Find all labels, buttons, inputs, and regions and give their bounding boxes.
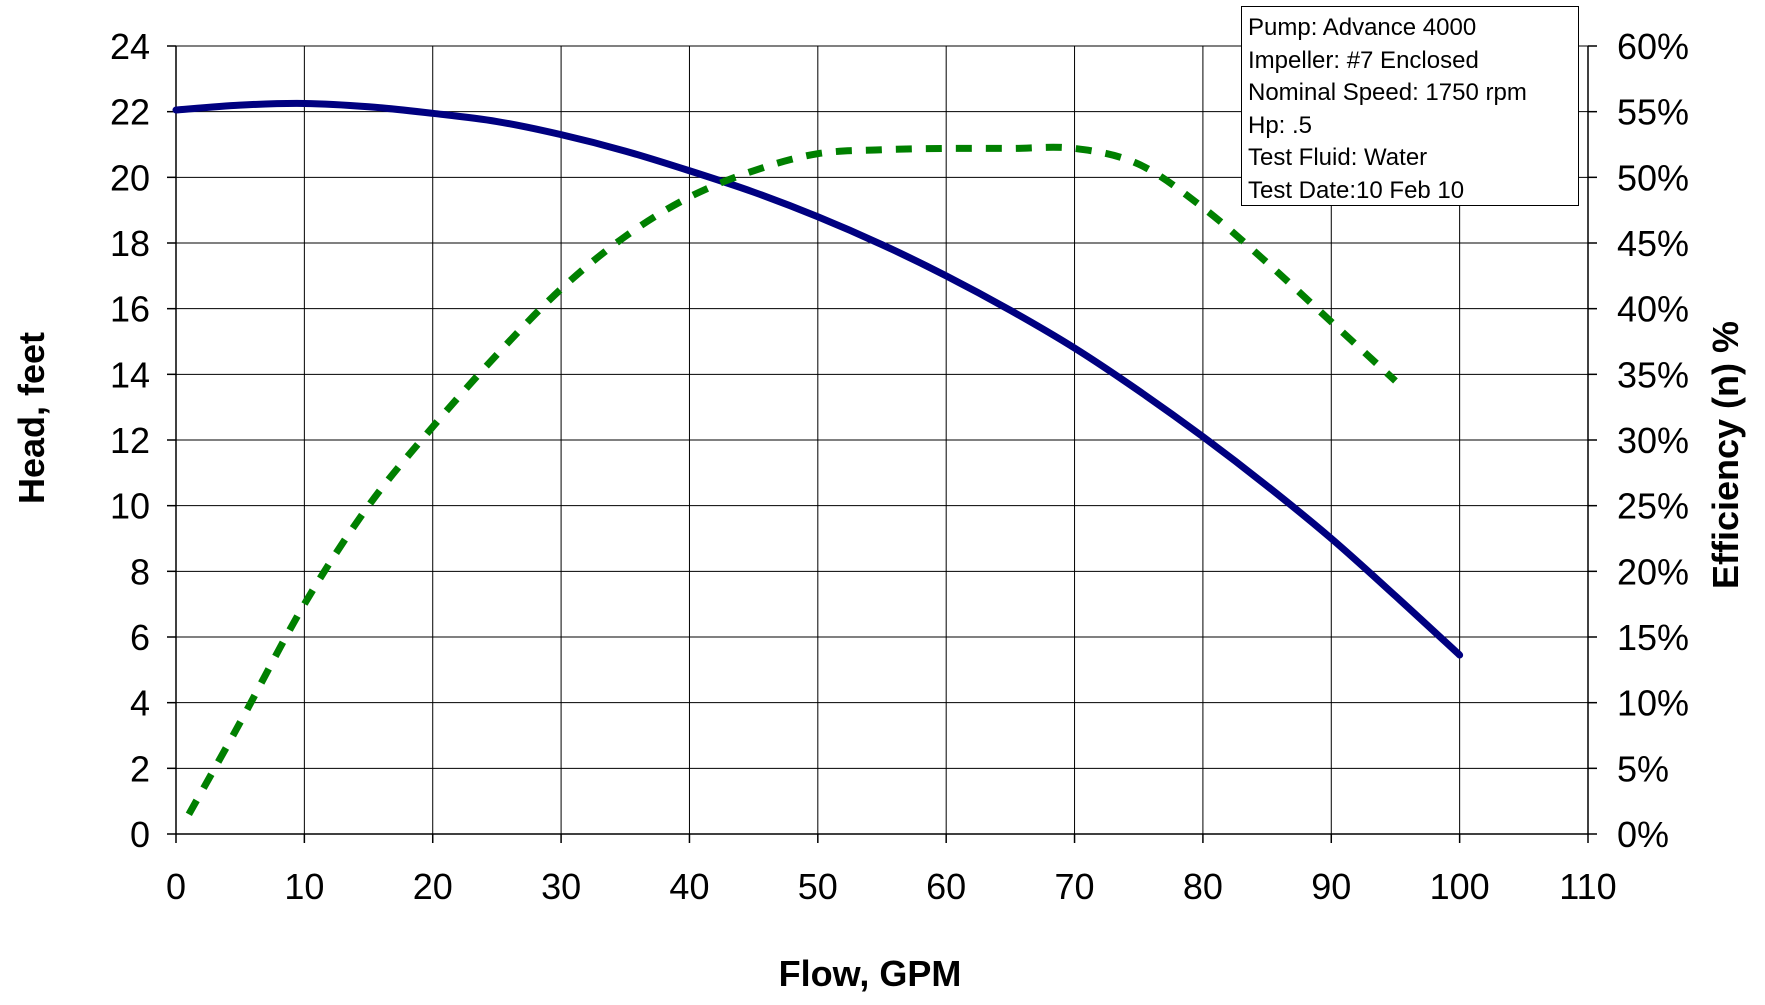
x-tick-label: 100 [1430, 866, 1490, 907]
x-axis-title: Flow, GPM [779, 953, 962, 994]
y-tick-label: 0 [130, 814, 150, 855]
head-line [172, 99, 1464, 659]
series-layer [172, 99, 1464, 817]
y-tick-label: 20 [110, 157, 150, 198]
y-axis-title: Head, feet [11, 332, 52, 504]
y2-tick-label: 0% [1617, 814, 1669, 855]
y2-axis-title: Efficiency (n) % [1705, 321, 1746, 589]
y-tick-label: 12 [110, 420, 150, 461]
y-tick-label: 4 [130, 683, 150, 724]
x-tick-label: 90 [1311, 866, 1351, 907]
info-hp: Hp: .5 [1248, 111, 1313, 139]
y-tick-label: 16 [110, 289, 150, 330]
y2-tick-label: 10% [1617, 683, 1689, 724]
axes [167, 45, 1597, 843]
y2-tick-label: 5% [1617, 748, 1669, 789]
info-impeller: Impeller: #7 Enclosed [1248, 46, 1479, 74]
y2-tick-label: 55% [1617, 92, 1689, 133]
y-tick-label: 14 [110, 354, 150, 395]
x-tick-label: 80 [1183, 866, 1223, 907]
y2-tick-label: 20% [1617, 551, 1689, 592]
pump-info-box: Pump: Advance 4000 Impeller: #7 Enclosed… [1241, 6, 1579, 206]
info-date: Test Date:10 Feb 10 [1248, 176, 1465, 204]
y2-tick-label: 45% [1617, 223, 1689, 264]
y2-tick-label: 30% [1617, 420, 1689, 461]
y-tick-label: 6 [130, 617, 150, 658]
y-tick-label: 8 [130, 551, 150, 592]
info-speed: Nominal Speed: 1750 rpm [1248, 79, 1527, 107]
x-tick-label: 10 [284, 866, 324, 907]
y2-tick-label: 50% [1617, 157, 1689, 198]
x-tick-label: 0 [166, 866, 186, 907]
y2-tick-label: 15% [1617, 617, 1689, 658]
efficiency-line [185, 143, 1398, 817]
x-tick-label: 20 [413, 866, 453, 907]
tick-labels: 0 10 20 30 40 50 60 70 80 90 100 110024681012141618… [110, 26, 1689, 907]
info-pump: Pump: Advance 4000 [1248, 14, 1477, 41]
y-tick-label: 2 [130, 748, 150, 789]
x-tick-label: 110 [1559, 866, 1616, 907]
x-tick-label: 50 [798, 866, 838, 907]
y-tick-label: 22 [110, 92, 150, 133]
y-tick-label: 18 [110, 223, 150, 264]
x-tick-label: 30 [541, 866, 581, 907]
y2-tick-label: 60% [1617, 26, 1689, 67]
info-fluid: Test Fluid: Water [1248, 144, 1428, 172]
x-tick-label: 60 [926, 866, 966, 907]
x-tick-label: 70 [1055, 866, 1095, 907]
y2-tick-label: 25% [1617, 486, 1689, 527]
y-tick-label: 10 [110, 486, 150, 527]
x-tick-label: 40 [669, 866, 709, 907]
y-tick-label: 24 [110, 26, 150, 67]
y2-tick-label: 35% [1617, 354, 1689, 395]
y2-tick-label: 40% [1617, 289, 1689, 330]
